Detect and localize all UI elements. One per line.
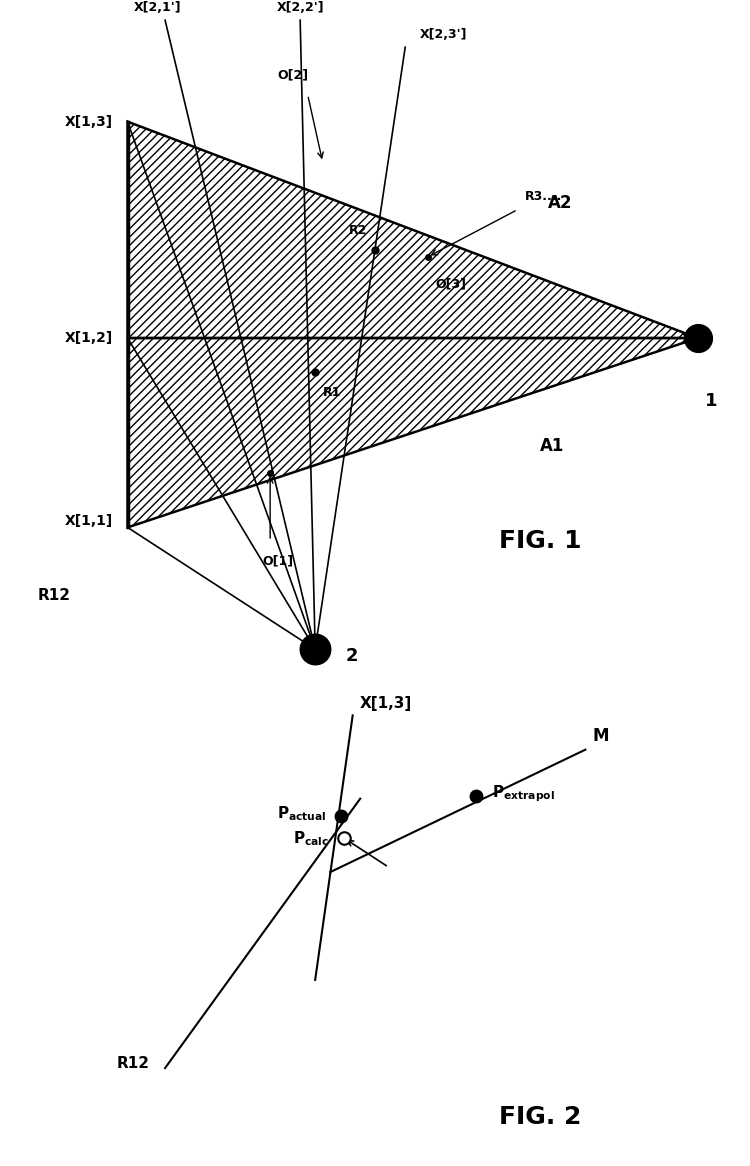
Text: P$_{\mathbf{extrapol}}$: P$_{\mathbf{extrapol}}$: [491, 784, 554, 805]
Text: X[1,3]: X[1,3]: [64, 114, 112, 128]
Text: 1: 1: [705, 392, 718, 410]
Text: P$_{\mathbf{calc}}$: P$_{\mathbf{calc}}$: [292, 829, 328, 848]
Text: R3....: R3....: [525, 190, 562, 203]
Text: X[2,1']: X[2,1']: [134, 0, 182, 14]
Text: O[2]: O[2]: [277, 68, 308, 82]
Text: X[2,2']: X[2,2']: [276, 0, 324, 14]
Text: A1: A1: [540, 437, 564, 456]
Text: FIG. 2: FIG. 2: [499, 1105, 581, 1129]
Text: X[2,3']: X[2,3']: [420, 28, 467, 41]
Text: A2: A2: [548, 194, 572, 212]
Text: X[1,1]: X[1,1]: [64, 513, 112, 527]
Text: R12: R12: [38, 589, 70, 603]
Text: M: M: [592, 726, 609, 745]
Text: O[3]: O[3]: [435, 278, 466, 290]
Text: FIG. 1: FIG. 1: [499, 529, 581, 553]
Text: P$_{\mathbf{actual}}$: P$_{\mathbf{actual}}$: [277, 805, 326, 823]
Text: R1: R1: [322, 386, 340, 399]
Text: X[1,2]: X[1,2]: [64, 331, 112, 345]
Text: X[1,3]: X[1,3]: [360, 696, 413, 710]
Text: R2: R2: [350, 224, 368, 237]
Text: 2: 2: [345, 647, 358, 665]
Text: O[1]: O[1]: [262, 555, 293, 568]
Text: R12: R12: [117, 1055, 150, 1070]
Polygon shape: [128, 121, 698, 527]
